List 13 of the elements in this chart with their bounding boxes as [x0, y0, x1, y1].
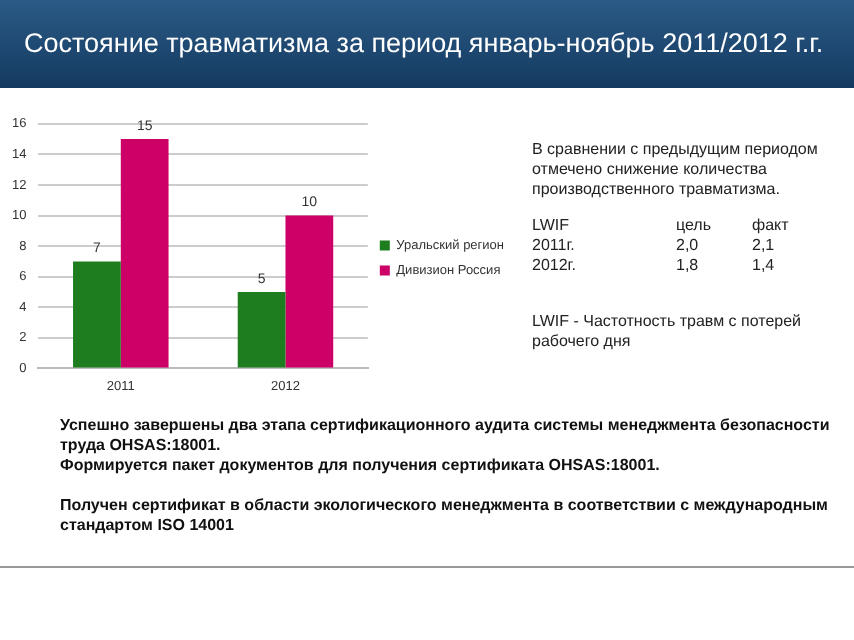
text: Получен сертификат в области экологического менеджмента в соответствии с международным стандартом ISO 14001 — [60, 496, 830, 536]
bar — [120, 139, 169, 368]
bar — [73, 261, 121, 368]
text: Успешно завершены два этапа сертификационного аудита системы менеджмента безопасности труда OHSAS:18001. — [60, 416, 830, 456]
text: В сравнении с предыдущим периодом отмечено снижение количества производственного травматизма. — [532, 140, 820, 200]
text: Формируется пакет документов для получения сертификата OHSAS:18001. — [60, 456, 662, 476]
text: Состояние травматизма за период январь-ноябрь 2011/2012 г.г. — [0, 0, 854, 88]
text: LWIF цель факт — [532, 216, 789, 234]
text: LWIF - Частотность травм с потерей рабочего дня — [532, 312, 804, 352]
bar — [285, 215, 334, 368]
text: 2011г. 2,0 2,1 — [532, 236, 775, 254]
bar — [237, 291, 286, 368]
text: 2012г. 1,8 1,4 — [532, 256, 775, 274]
